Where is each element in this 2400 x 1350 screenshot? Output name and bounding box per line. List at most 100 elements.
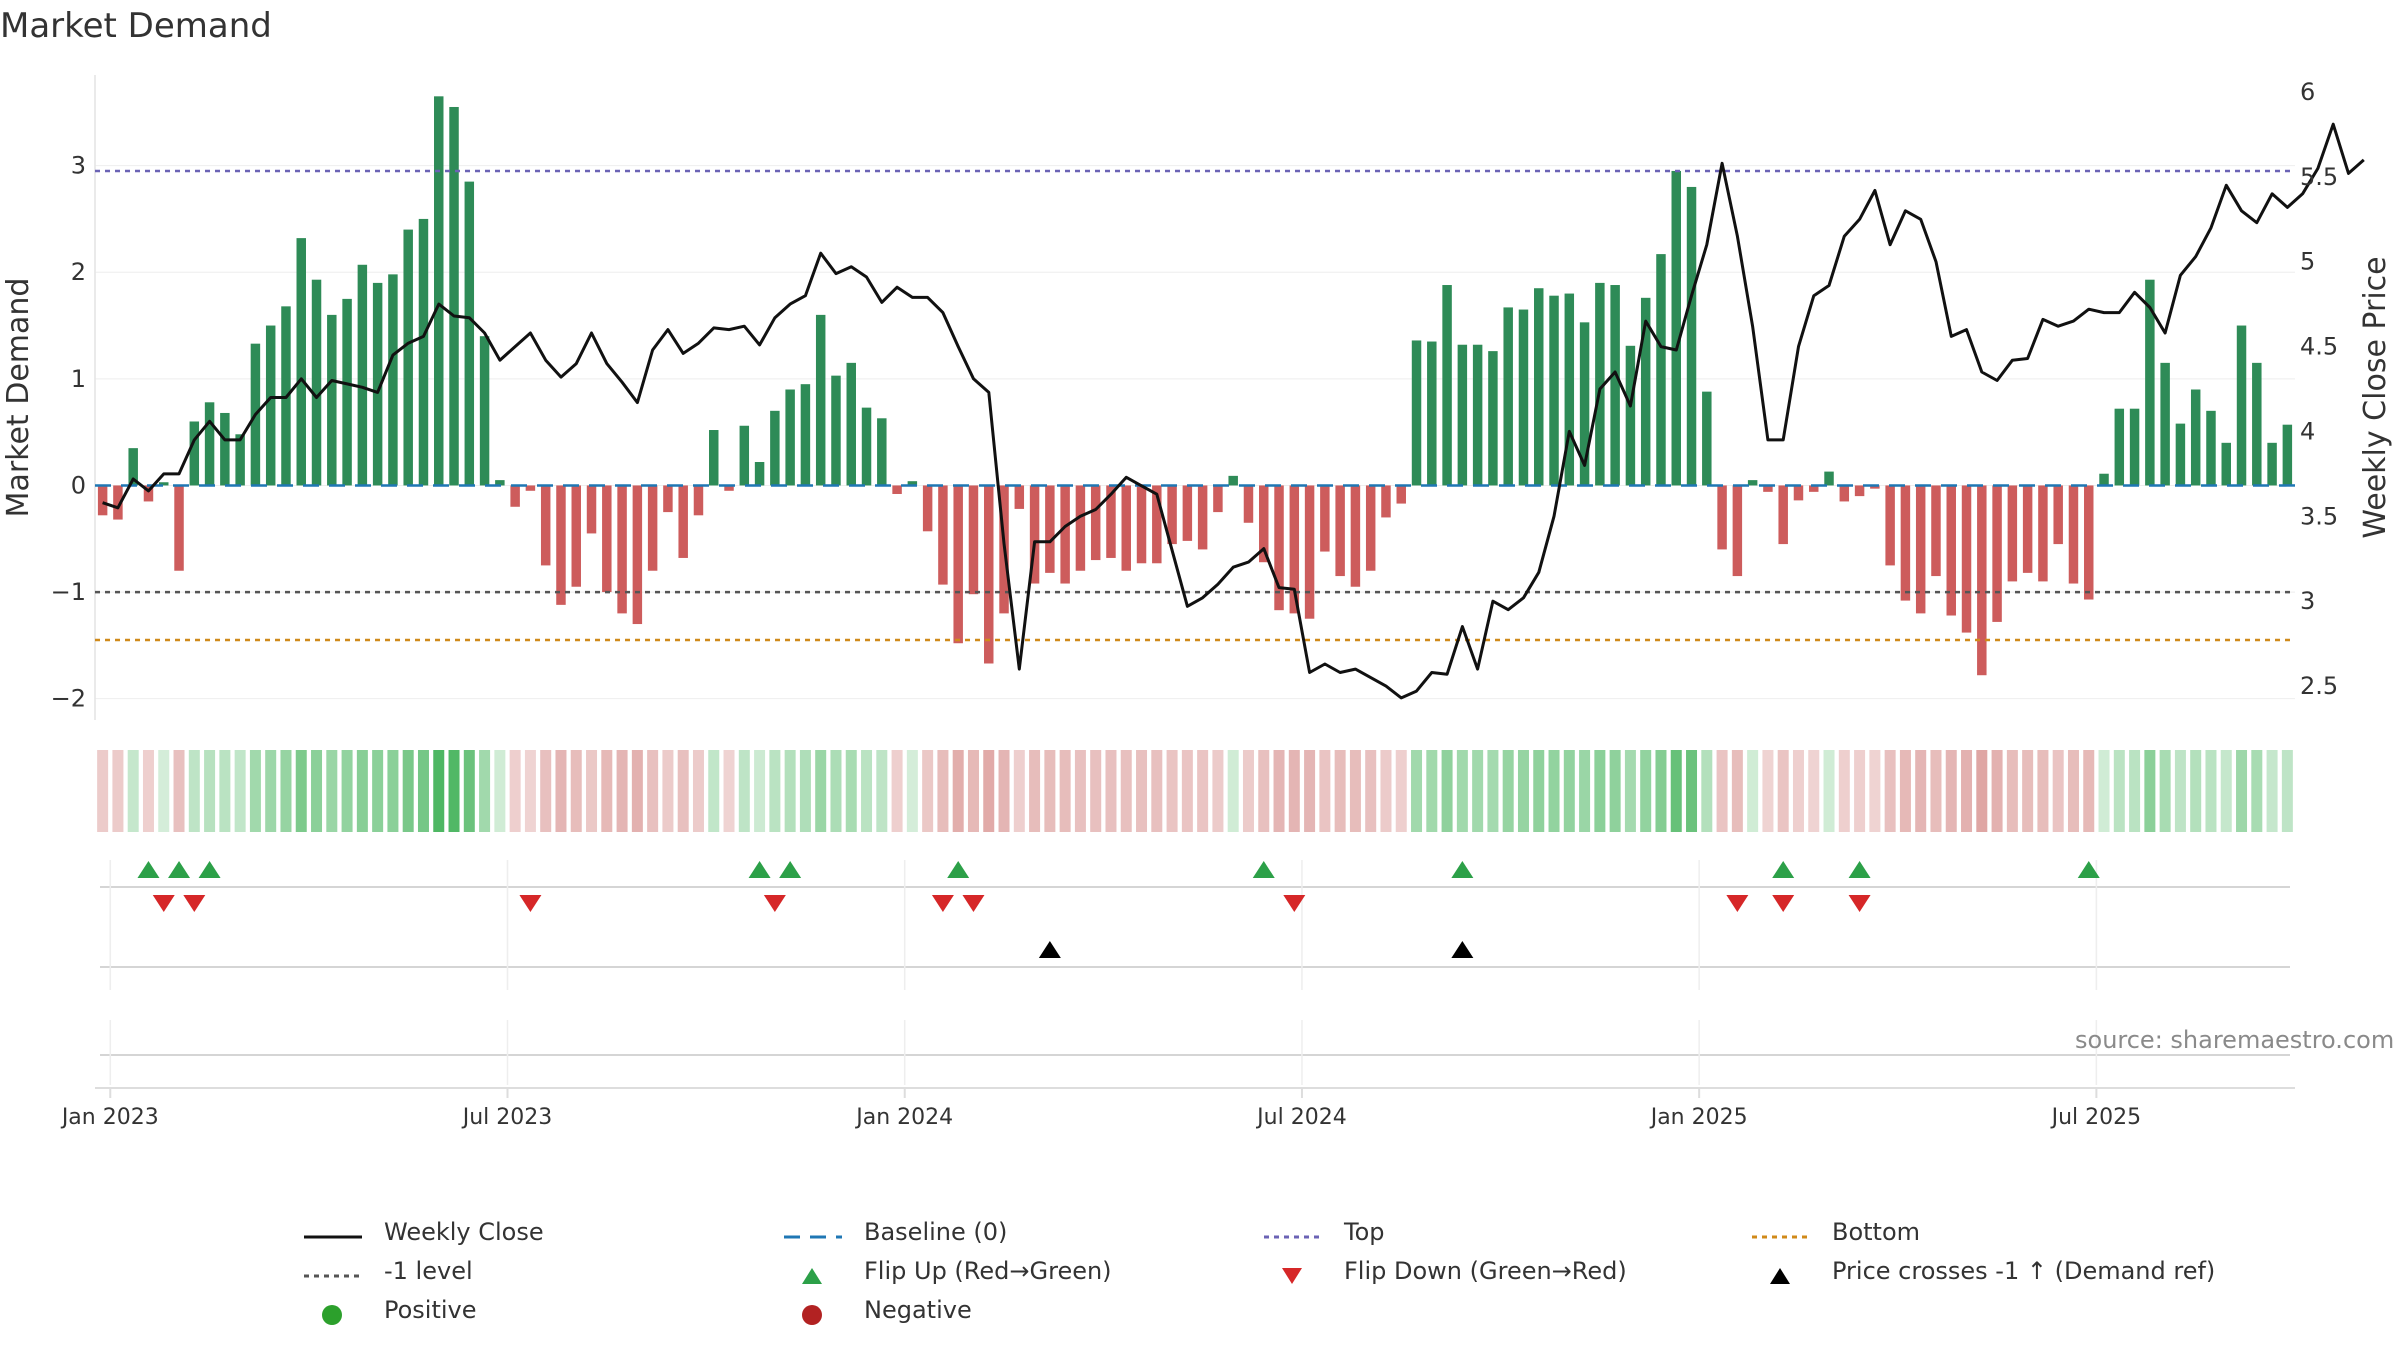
heat-strip-cell	[448, 750, 460, 832]
flip-up-marker	[748, 861, 771, 878]
heat-strip-cell	[662, 750, 674, 832]
heat-strip-cell	[356, 750, 368, 832]
demand-bar	[2114, 408, 2125, 486]
demand-bar	[1457, 344, 1468, 486]
demand-bar	[495, 480, 505, 486]
heat-strip-cell	[1319, 750, 1331, 832]
demand-bar	[968, 485, 979, 595]
demand-bar	[984, 485, 994, 664]
demand-bar	[1977, 485, 1987, 676]
legend-label: Flip Down (Green→Red)	[1344, 1257, 1627, 1285]
legend: Weekly Close Baseline (0) Top Bottom -1 leve…	[300, 1218, 2250, 1338]
heat-strip-cell	[494, 750, 506, 832]
heat-strip-cell	[1792, 750, 1804, 832]
demand-bar	[265, 325, 276, 486]
demand-bar	[1106, 485, 1116, 558]
heat-strip-cell	[769, 750, 781, 832]
heat-strip-cell	[326, 750, 338, 832]
demand-bar	[724, 485, 734, 491]
demand-bar	[754, 462, 765, 486]
demand-bar	[159, 482, 169, 486]
heat-strip-cell	[2236, 750, 2248, 832]
legend-symbol	[322, 1305, 342, 1325]
y2-tick-label: 3	[2300, 587, 2315, 615]
flip-up-marker	[168, 861, 191, 878]
heat-strip-cell	[1013, 750, 1025, 832]
heat-strip-cell	[2251, 750, 2263, 832]
legend-label: -1 level	[384, 1257, 473, 1285]
legend-label: Positive	[384, 1296, 477, 1324]
heat-strip-cell	[1365, 750, 1377, 832]
demand-bar	[953, 485, 963, 644]
heat-strip-cell	[2144, 750, 2156, 832]
heat-strip-cell	[524, 750, 536, 832]
demand-bar	[403, 229, 413, 486]
heat-strip-cell	[1961, 750, 1973, 832]
heat-strip-cell	[112, 750, 124, 832]
heat-strip-cell	[1197, 750, 1209, 832]
heat-strip-cell	[1808, 750, 1820, 832]
demand-bar	[2267, 442, 2277, 486]
demand-bar	[464, 181, 475, 486]
demand-bar	[1411, 340, 1422, 486]
heat-strip-cell	[677, 750, 689, 832]
heat-strip-cell	[830, 750, 842, 832]
demand-bar	[2053, 485, 2063, 545]
heat-strip-cell	[1884, 750, 1896, 832]
y-axis-label: Market Demand	[1, 278, 36, 518]
demand-bar	[1900, 485, 1911, 601]
heat-strip-cell	[1502, 750, 1514, 832]
demand-bar	[815, 314, 826, 486]
demand-bar	[800, 384, 811, 486]
demand-bar	[770, 410, 780, 486]
demand-bar	[372, 282, 383, 486]
demand-bar	[1136, 485, 1147, 564]
demand-bar	[2221, 442, 2231, 486]
demand-bar	[2068, 485, 2079, 584]
demand-bar	[1045, 485, 1055, 573]
heat-strip-cell	[2129, 750, 2141, 832]
demand-bar	[1396, 485, 1406, 504]
legend-label: Baseline (0)	[864, 1218, 1008, 1246]
heat-strip-cell	[2067, 750, 2079, 832]
heat-strip-cell	[1655, 750, 1667, 832]
demand-bar	[2236, 325, 2247, 486]
demand-bar	[2252, 362, 2262, 486]
demand-bar	[449, 106, 459, 486]
demand-bar	[434, 96, 444, 486]
heat-strip-cell	[2174, 750, 2186, 832]
heat-strip-cell	[127, 750, 139, 832]
heat-strip-cell	[998, 750, 1010, 832]
demand-bar	[1182, 485, 1193, 541]
demand-bar	[678, 485, 688, 558]
heat-strip-cell	[1517, 750, 1529, 832]
heat-strip-cell	[463, 750, 475, 832]
demand-bar	[1289, 485, 1300, 614]
demand-bar	[1885, 485, 1895, 566]
heat-strip-cell	[692, 750, 704, 832]
heat-strip-cell	[1456, 750, 1468, 832]
heat-strip-cell	[876, 750, 888, 832]
weekly-close-line	[102, 122, 2365, 700]
demand-bar	[2038, 485, 2048, 582]
legend-symbol	[802, 1305, 822, 1325]
demand-bar	[586, 485, 597, 534]
demand-bar	[785, 389, 795, 486]
flip-down-marker	[1772, 895, 1795, 912]
heat-strip-cell	[1105, 750, 1117, 832]
heat-strip-cell	[1029, 750, 1041, 832]
demand-bar	[1915, 485, 1926, 614]
heat-strip-cell	[891, 750, 903, 832]
demand-bar	[2084, 485, 2094, 600]
heat-strip-cell	[1609, 750, 1621, 832]
heat-strip-cell	[387, 750, 399, 832]
demand-bar	[1625, 345, 1636, 486]
demand-bar	[571, 485, 581, 587]
demand-bar	[1564, 293, 1575, 486]
legend-symbol	[1752, 1235, 1810, 1239]
demand-bar	[1793, 485, 1804, 501]
heat-strip-cell	[1380, 750, 1392, 832]
x-tick-label: Jul 2024	[1255, 1105, 1347, 1130]
demand-bar	[311, 279, 322, 486]
heat-strip-cell	[1258, 750, 1270, 832]
